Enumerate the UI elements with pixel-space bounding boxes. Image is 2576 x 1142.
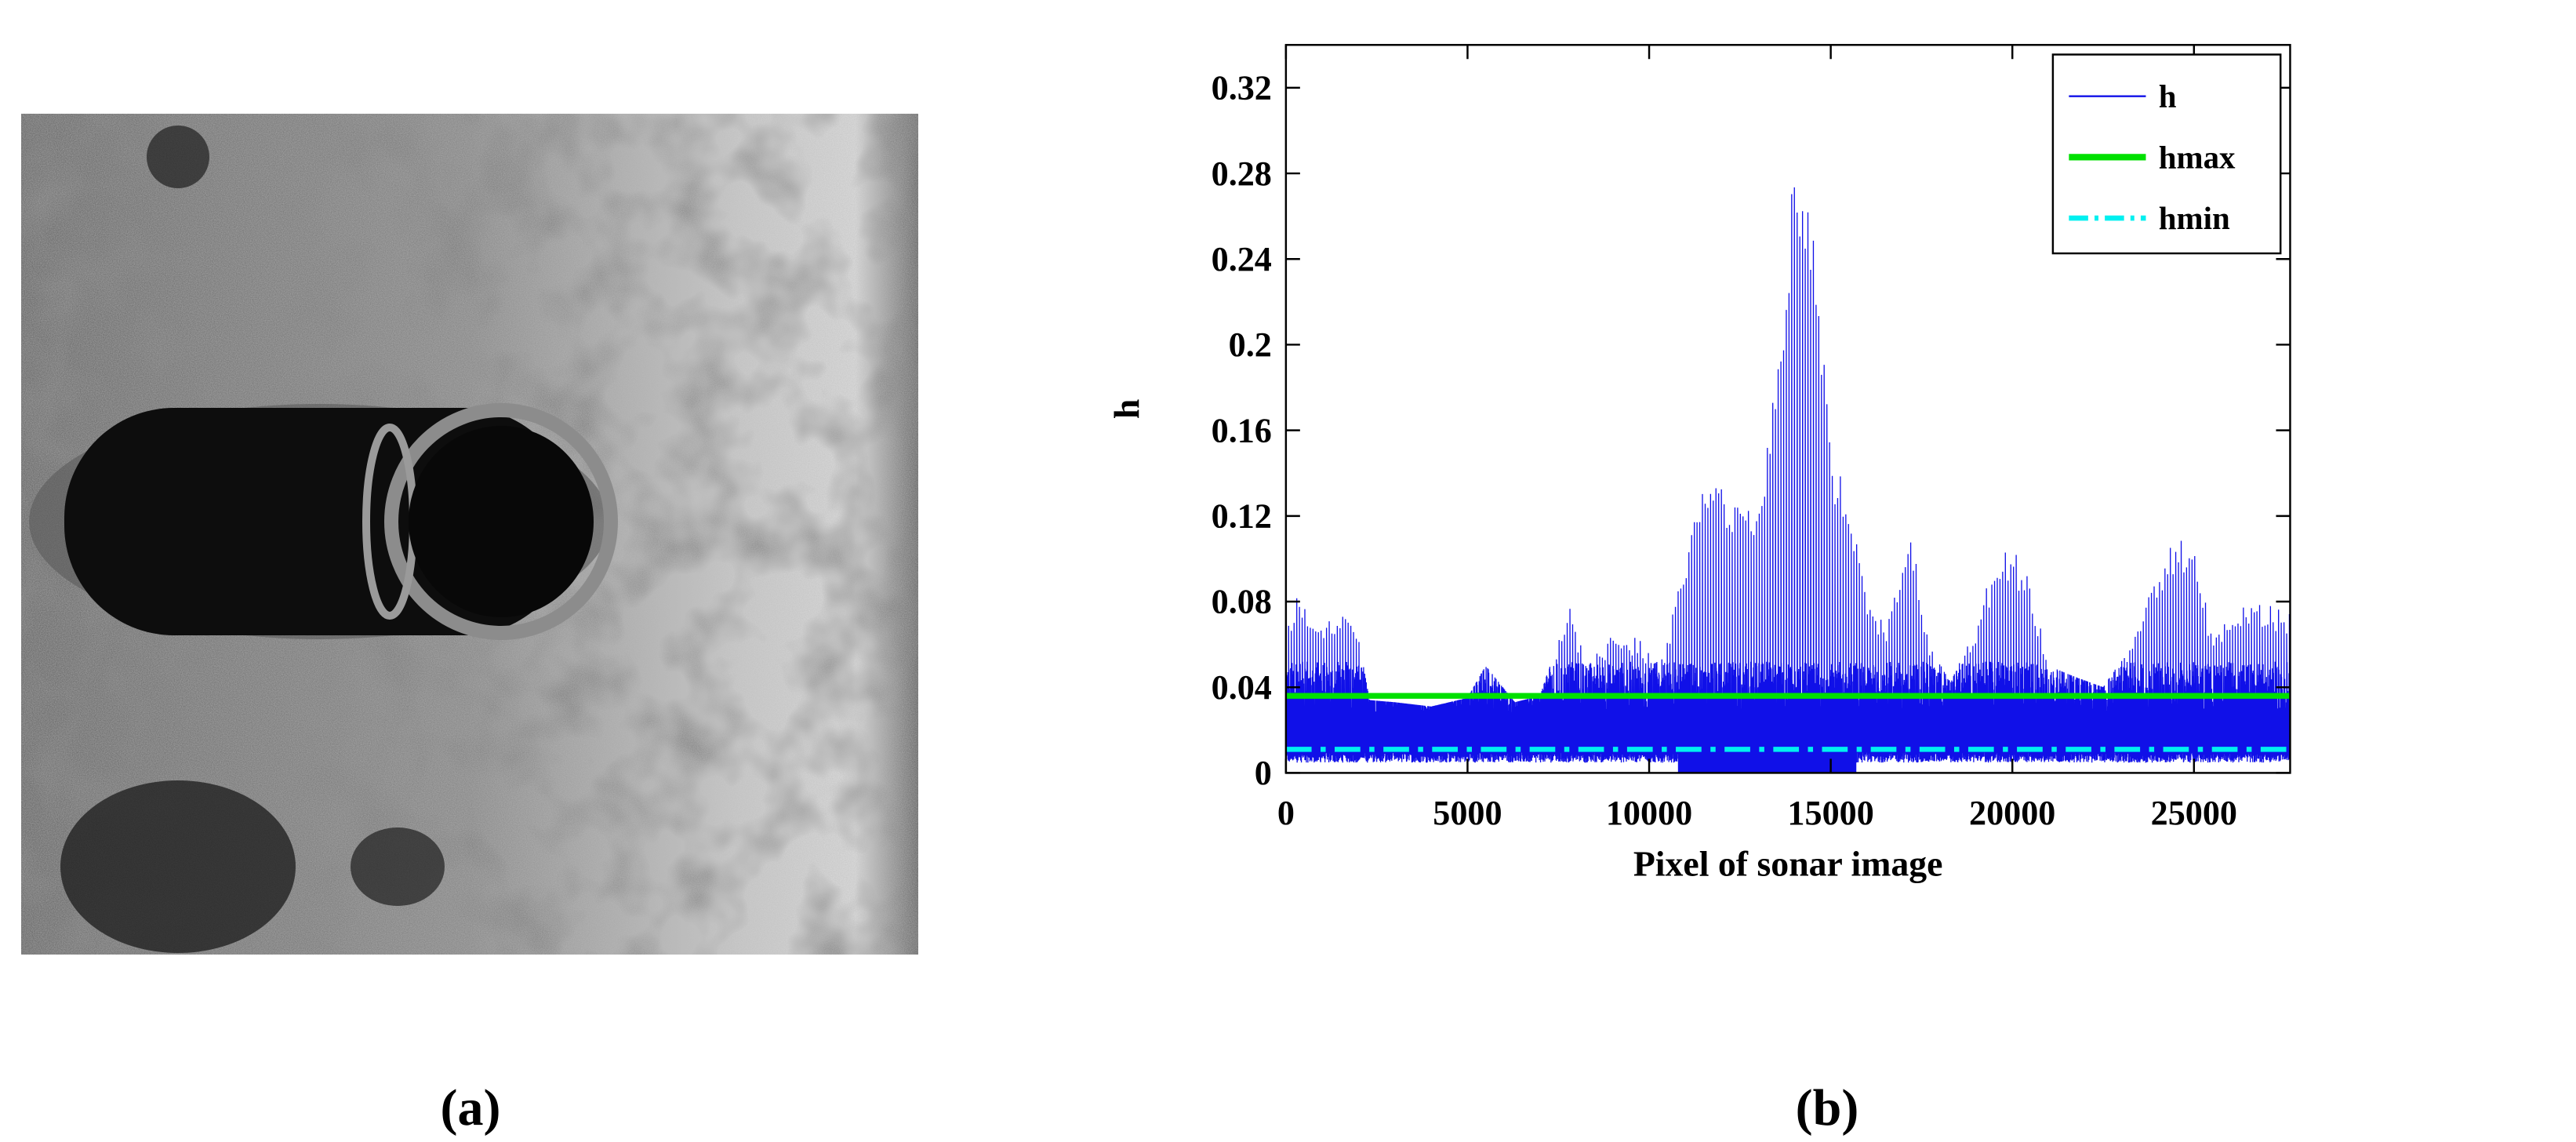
seabed-dark-spot — [351, 827, 445, 906]
plot-frame — [1284, 44, 2291, 774]
y-tick-label: 0.12 — [1212, 497, 1272, 536]
y-tick-label: 0.32 — [1212, 69, 1272, 107]
series-h-path — [1285, 187, 2291, 773]
seabed-dark-spot — [60, 780, 296, 953]
y-tick-label: 0.24 — [1212, 240, 1272, 278]
y-tick-label: 0.08 — [1212, 583, 1272, 621]
cylinder-end-face — [409, 426, 594, 617]
x-tick-label: 5000 — [1433, 794, 1502, 832]
sonar-image — [21, 114, 918, 955]
x-axis-label: Pixel of sonar image — [1633, 843, 1943, 883]
y-tick-label: 0 — [1255, 754, 1272, 792]
panel-label-b: (b) — [1795, 1079, 1859, 1137]
panel-label-a: (a) — [440, 1079, 501, 1137]
legend-h-label: h — [2159, 79, 2177, 115]
series-h-line — [1285, 187, 2291, 773]
x-tick-label: 15000 — [1787, 794, 1873, 832]
x-tick-label: 25000 — [2151, 794, 2237, 832]
legend-hmin-label: hmin — [2159, 201, 2230, 236]
x-tick-label: 0 — [1277, 794, 1295, 832]
legend-hmax-label: hmax — [2159, 140, 2236, 175]
seabed-dark-spot — [147, 125, 209, 188]
axis-ticks: 0 5000 10000 15000 20000 25000 0 0.04 0.08 0.12 0.… — [1212, 45, 2291, 832]
x-tick-label: 10000 — [1606, 794, 1692, 832]
legend: h hmax hmin — [2051, 53, 2282, 255]
y-tick-label: 0.04 — [1212, 668, 1272, 707]
y-axis-label: h — [1106, 399, 1146, 419]
h-chart: 0 5000 10000 15000 20000 25000 0 0.04 0.08 0.12 0.… — [1106, 44, 2291, 883]
y-tick-label: 0.16 — [1212, 411, 1272, 449]
y-tick-label: 0.2 — [1229, 326, 1272, 364]
y-tick-label: 0.28 — [1212, 155, 1272, 193]
x-tick-label: 20000 — [1969, 794, 2055, 832]
cylinder-end-ring — [384, 403, 618, 640]
